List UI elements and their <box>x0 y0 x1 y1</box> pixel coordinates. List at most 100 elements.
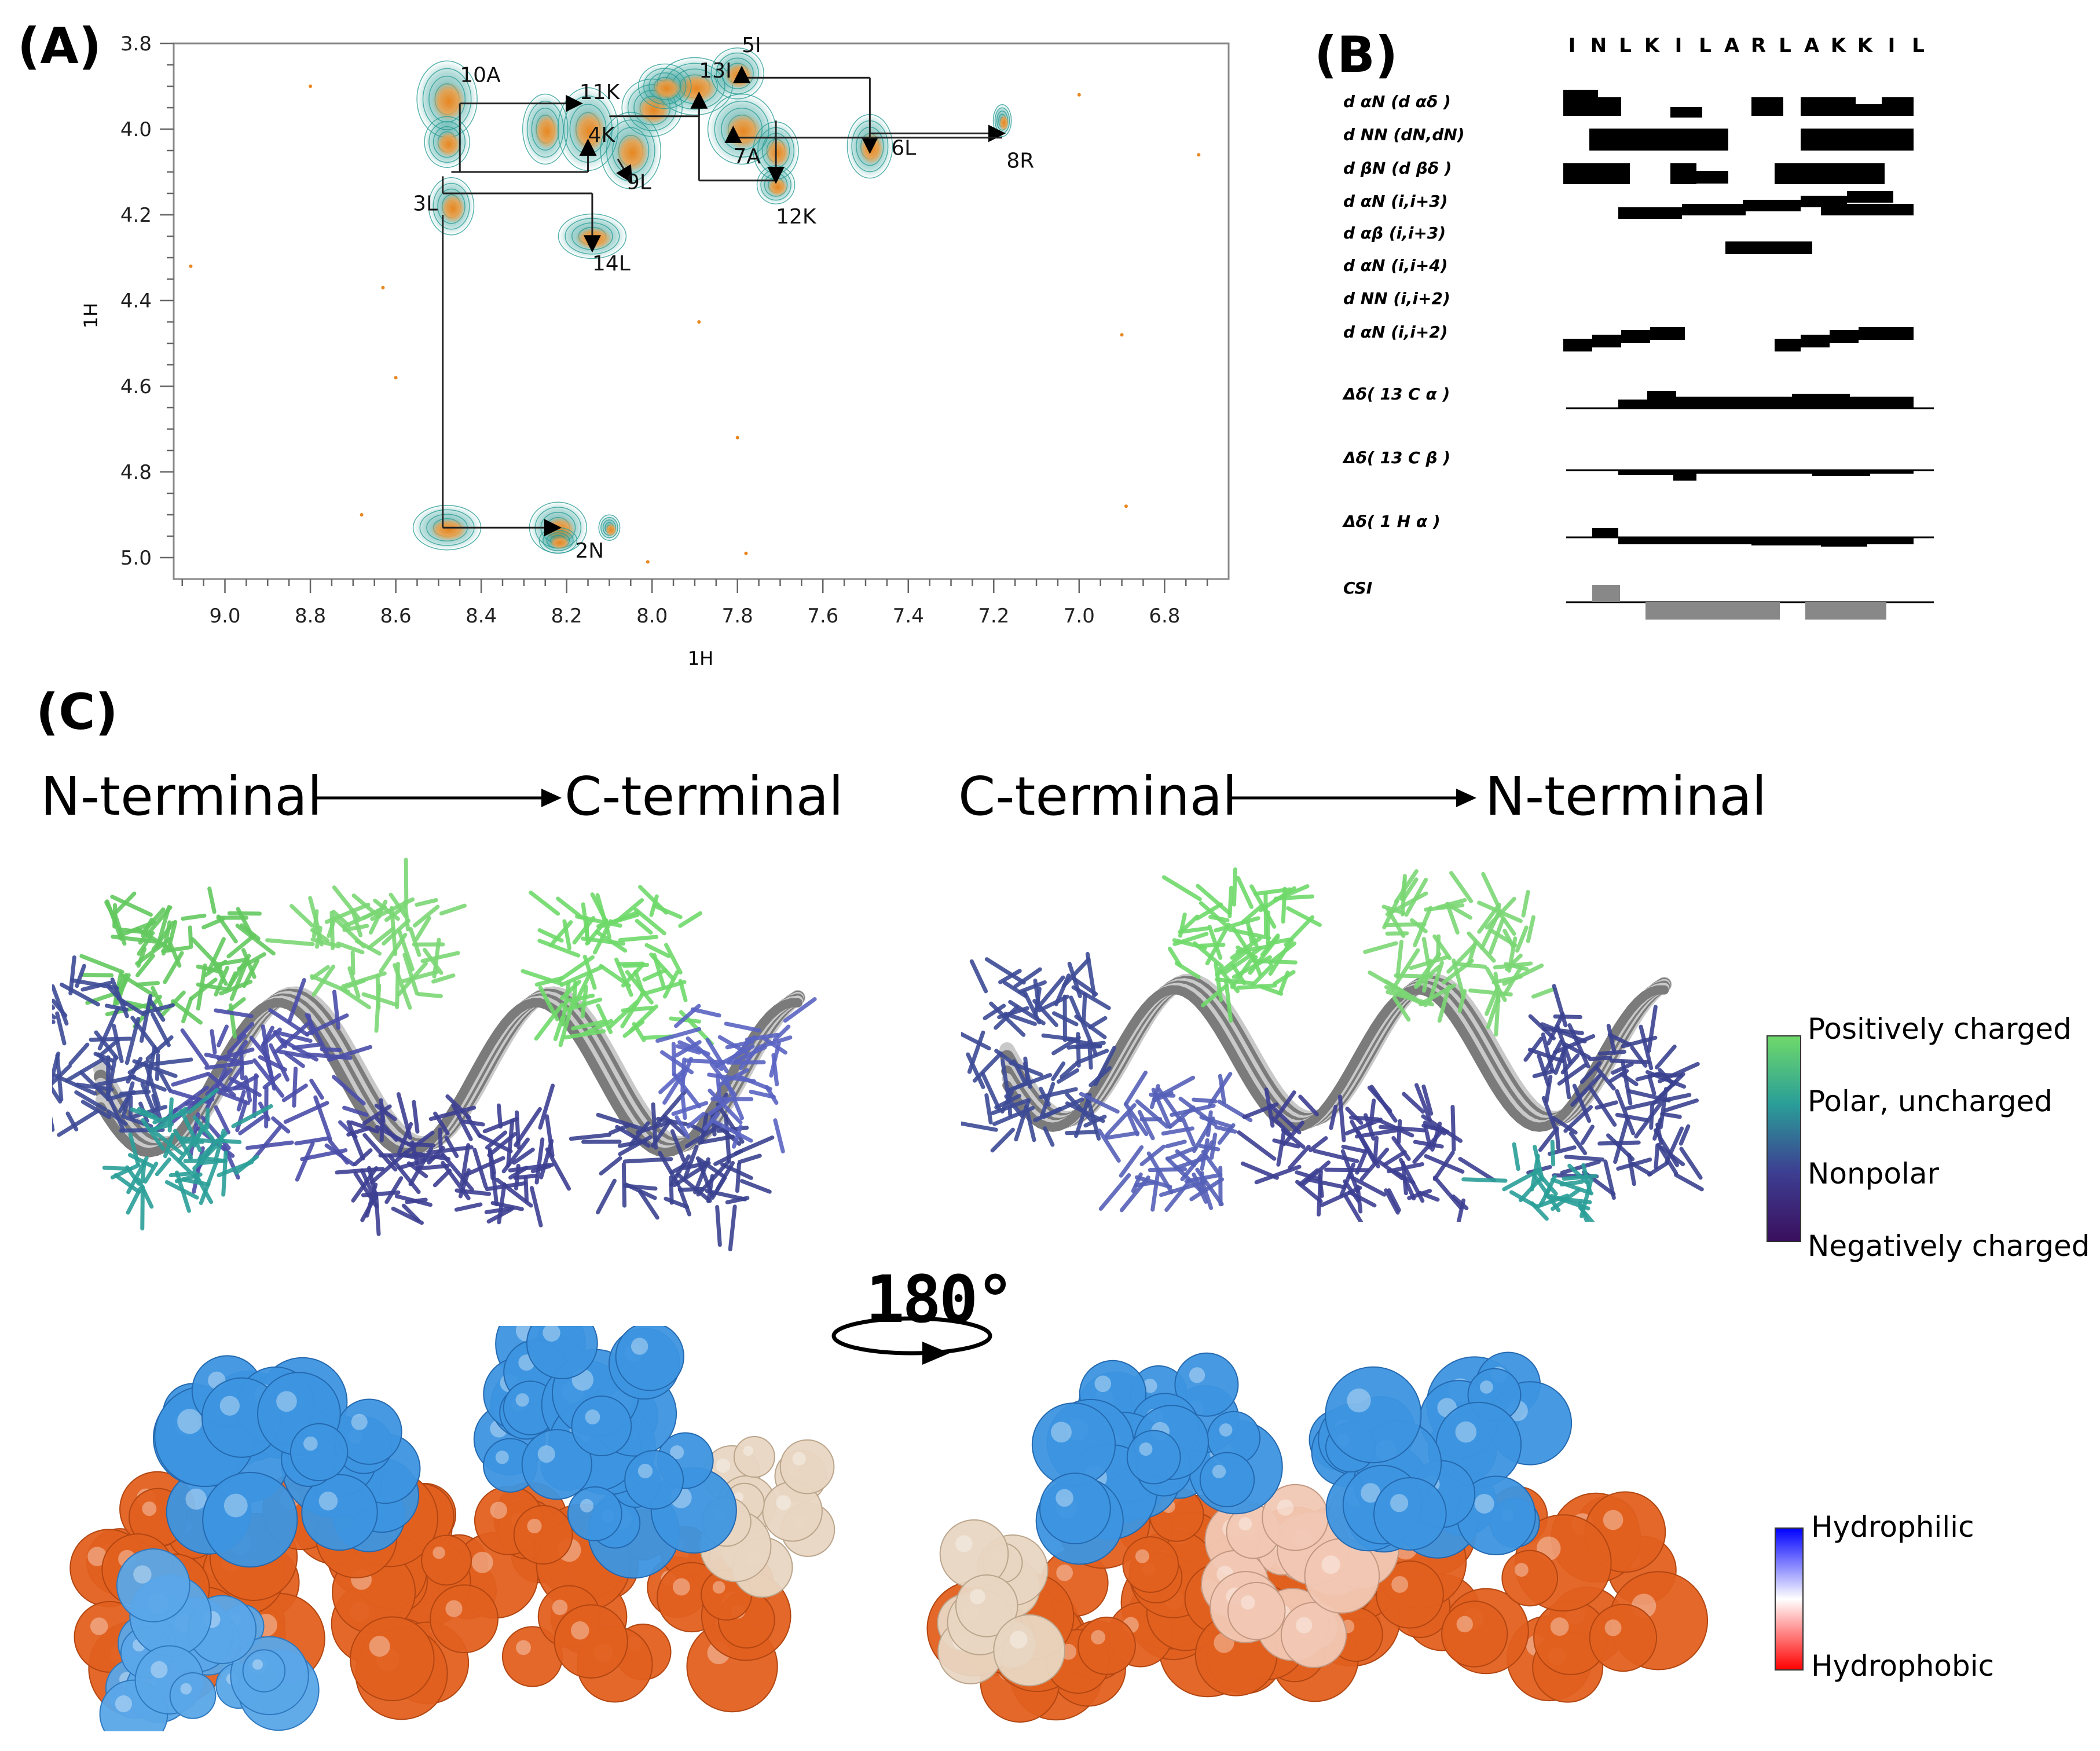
side-chain <box>1497 910 1516 936</box>
side-chain <box>1567 1023 1590 1069</box>
side-chain <box>514 1107 542 1148</box>
side-chain <box>416 1163 450 1171</box>
side-chain <box>1105 1131 1140 1140</box>
side-chain <box>1199 901 1228 927</box>
side-chain <box>311 964 336 997</box>
surface-lobe <box>289 1423 349 1482</box>
noise-dot <box>1124 504 1128 508</box>
noise-dot <box>1120 333 1124 337</box>
side-chain <box>1654 1045 1677 1069</box>
side-chain <box>686 1112 706 1129</box>
side-chain <box>1564 1155 1605 1162</box>
side-chain <box>530 1164 552 1174</box>
side-chain <box>252 1073 258 1118</box>
side-chain <box>1385 931 1409 936</box>
side-chain <box>638 885 668 915</box>
side-chain <box>277 1031 313 1043</box>
side-chain <box>1432 1175 1463 1210</box>
side-chain <box>332 1075 366 1106</box>
side-chain <box>252 1058 285 1098</box>
side-chain <box>615 1124 651 1148</box>
side-chain <box>1530 1201 1549 1221</box>
side-chain <box>1664 1126 1684 1164</box>
side-chain <box>1627 1153 1636 1186</box>
side-chain <box>506 1118 515 1167</box>
side-chain <box>628 1004 659 1033</box>
left-direction-arrow <box>313 789 562 807</box>
side-chain <box>1580 1124 1595 1145</box>
side-chain <box>52 1116 55 1132</box>
side-chain <box>1541 1032 1555 1072</box>
side-chain <box>1379 1124 1426 1133</box>
surface-lobe <box>1078 1616 1136 1675</box>
side-chain <box>1531 987 1556 999</box>
side-chain <box>998 969 1022 984</box>
row-label: d αN (d αδ ) <box>1343 92 1451 111</box>
side-chain <box>414 915 431 942</box>
side-chain <box>1252 958 1298 965</box>
surface-lobe <box>554 1604 628 1679</box>
noe-bar <box>1592 585 1620 602</box>
side-chain <box>369 1150 408 1185</box>
side-chain <box>1553 1014 1582 1020</box>
side-chain <box>710 1118 753 1143</box>
side-chain <box>1452 958 1466 999</box>
side-chain <box>118 1091 133 1113</box>
side-chain <box>1377 1160 1405 1181</box>
side-chain <box>1051 1061 1066 1082</box>
noe-bar <box>1751 97 1783 116</box>
side-chain <box>1281 887 1287 924</box>
side-chain <box>745 1032 780 1042</box>
noe-bar <box>1725 241 1812 254</box>
side-chain <box>140 1185 145 1231</box>
side-chain <box>1093 1046 1117 1086</box>
side-chain <box>1254 1164 1302 1185</box>
side-chain <box>214 1129 226 1161</box>
side-chain <box>548 920 573 948</box>
side-chain <box>600 910 640 928</box>
side-chain <box>1298 1094 1319 1116</box>
noise-dot <box>309 85 313 88</box>
side-chain <box>1180 914 1200 933</box>
side-chain <box>1236 983 1277 990</box>
side-chain <box>678 979 688 1002</box>
right-direction-arrow <box>1227 789 1476 807</box>
side-chain <box>384 1176 404 1204</box>
side-chain <box>560 981 571 1027</box>
surface-highlight <box>515 1393 529 1407</box>
side-chain <box>214 1105 230 1135</box>
noe-bar <box>1682 204 1746 215</box>
sequence-letter: A <box>1804 34 1820 57</box>
surface-lobe <box>202 1471 298 1568</box>
noe-bar <box>1856 104 1882 116</box>
side-chain <box>163 1133 175 1159</box>
side-chain <box>1449 871 1474 903</box>
side-chain <box>644 943 671 958</box>
peak-contour <box>638 63 692 109</box>
side-chain <box>196 982 229 991</box>
side-chain <box>375 973 381 1010</box>
side-chain <box>1528 1014 1556 1041</box>
side-chain <box>677 1186 692 1217</box>
side-chain <box>183 1158 205 1163</box>
noe-bar <box>1696 470 1812 474</box>
noe-bar <box>1847 191 1893 203</box>
side-chain <box>1196 884 1232 915</box>
side-chain <box>1344 1118 1383 1135</box>
side-chain <box>106 1091 126 1132</box>
side-chain <box>422 947 444 975</box>
x-tick-label: 7.6 <box>807 605 838 628</box>
peak-orange <box>605 523 617 537</box>
side-chain <box>1139 1144 1166 1167</box>
side-chain <box>990 1127 1015 1153</box>
peak-orange <box>549 536 570 550</box>
surface-lobe <box>1376 1560 1444 1629</box>
sequence-letter: N <box>1590 34 1607 57</box>
surface-lobe <box>1122 1536 1179 1593</box>
side-chain <box>1207 925 1223 960</box>
side-chain <box>415 898 438 907</box>
side-chain <box>1568 1131 1588 1156</box>
side-chain <box>1608 1069 1629 1083</box>
surface-lobe <box>1441 1600 1508 1668</box>
noise-dot <box>697 320 701 324</box>
